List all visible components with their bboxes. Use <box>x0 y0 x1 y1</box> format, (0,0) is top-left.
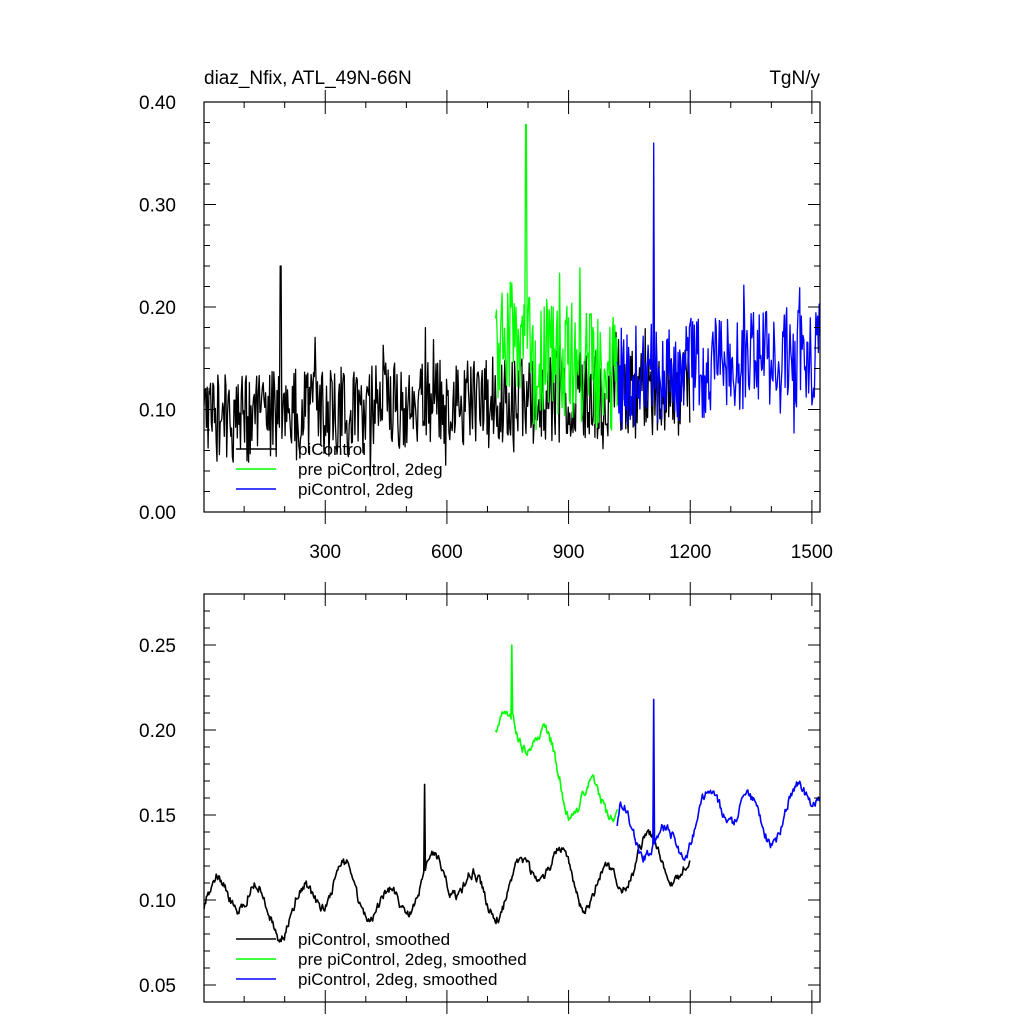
top-panel-units: TgN/y <box>769 68 820 89</box>
y-tick-label: 0.15 <box>139 806 176 827</box>
legend-label: piControl, smoothed <box>298 930 450 949</box>
top-panel-title: diaz_Nfix, ATL_49N-66N <box>204 68 412 89</box>
y-tick-label: 0.00 <box>139 503 176 524</box>
series-line-2 <box>494 644 618 823</box>
legend-label: piControl <box>298 440 366 459</box>
series-line-3 <box>616 142 820 434</box>
legend-label: pre piControl, 2deg, smoothed <box>298 950 527 969</box>
y-tick-label: 0.20 <box>139 721 176 742</box>
series-line-2 <box>494 123 618 431</box>
top-panel: diaz_Nfix, ATL_49N-66N TgN/y 0.00 0.10 0.2… <box>139 68 833 563</box>
bottom-panel: 0.05 0.10 0.15 0.20 0.25 piControl, smoothed… <box>139 582 821 1014</box>
bottom-panel-series-group <box>204 644 820 943</box>
x-tick-label: 1200 <box>669 542 711 563</box>
legend-label: pre piControl, 2deg <box>298 460 443 479</box>
y-tick-label: 0.25 <box>139 636 176 657</box>
top-panel-axes: 0.00 0.10 0.20 0.30 0.40 300 600 900 1200 1500 <box>139 90 833 563</box>
y-tick-label: 0.05 <box>139 976 176 997</box>
x-tick-label: 1500 <box>791 542 833 563</box>
y-tick-label: 0.20 <box>139 298 176 319</box>
x-tick-label: 300 <box>309 542 341 563</box>
y-tick-label: 0.10 <box>139 891 176 912</box>
series-line-1 <box>204 783 691 943</box>
legend-label: piControl, 2deg, smoothed <box>298 970 497 989</box>
legend-label: piControl, 2deg <box>298 480 413 499</box>
top-panel-series-group <box>204 123 820 477</box>
y-tick-label: 0.40 <box>139 93 176 114</box>
x-tick-label: 900 <box>553 542 585 563</box>
x-tick-label: 600 <box>431 542 463 563</box>
series-line-1 <box>204 265 691 477</box>
y-tick-label: 0.10 <box>139 401 176 422</box>
series-line-3 <box>616 698 820 863</box>
bottom-panel-axes: 0.05 0.10 0.15 0.20 0.25 <box>139 582 821 1014</box>
y-tick-label: 0.30 <box>139 196 176 217</box>
